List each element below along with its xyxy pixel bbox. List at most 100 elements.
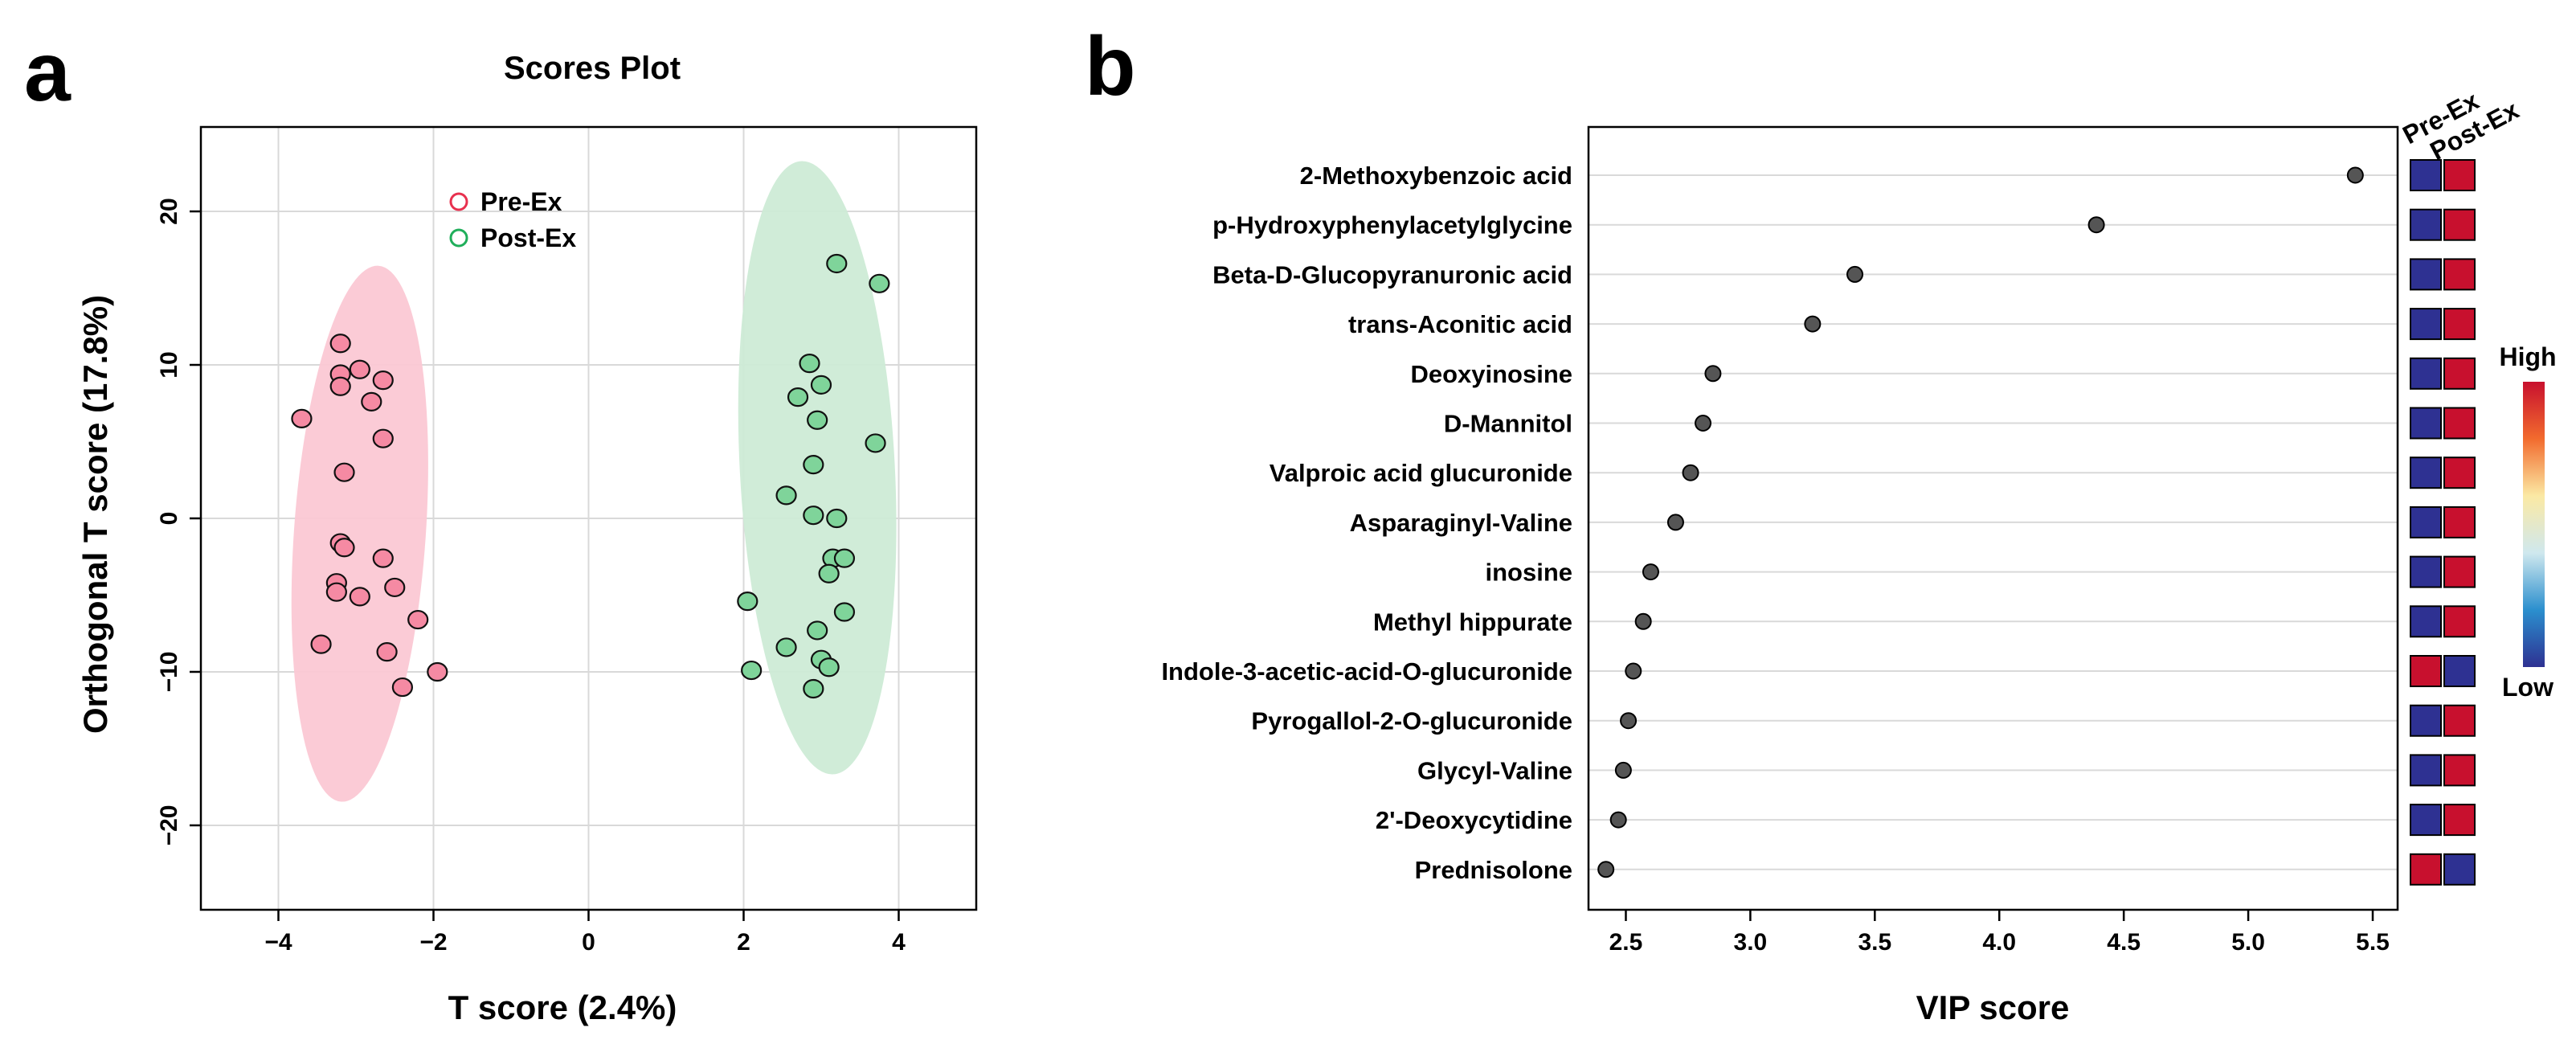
vip-point [1695,415,1712,432]
x-tick-label: −4 [264,929,292,956]
x-tick-label: 3.5 [1858,929,1891,956]
x-tick-label: 2.5 [1609,929,1643,956]
x-tick-label: 4 [892,929,906,956]
heatmap-cell-pre-ex [2410,308,2442,341]
y-tick-label: 10 [156,351,182,378]
point-post-ex [775,637,797,657]
heatmap-cell-pre-ex [2410,704,2442,737]
heatmap-cell-post-ex [2443,357,2476,390]
scores-plot-title: Scores Plot [504,51,681,86]
heatmap-cell-pre-ex [2410,159,2442,191]
x-tick-label: 2 [737,929,750,956]
x-tick-label: 4.0 [1982,929,2016,956]
confidence-ellipses [291,161,897,802]
vip-point [2087,216,2105,234]
point-pre-ex [376,642,398,662]
metabolite-label: Valproic acid glucuronide [1270,459,1572,487]
point-post-ex [803,506,824,526]
x-tick-label: 5.0 [2231,929,2265,956]
point-post-ex [803,455,824,475]
legend-label-pre-ex: Pre-Ex [480,187,562,216]
heatmap-cell-pre-ex [2410,754,2442,787]
point-pre-ex [384,577,406,598]
heatmap-cell-post-ex [2443,208,2476,241]
heatmap-cell-post-ex [2443,605,2476,638]
metabolite-label: Pyrogallol-2-O-glucuronide [1251,707,1572,735]
metabolite-label: Beta-D-Glucopyranuronic acid [1212,260,1572,289]
ellipse-pre-ex [291,265,428,802]
metabolite-label: Deoxyinosine [1410,360,1572,388]
heatmap-cell-post-ex [2443,754,2476,787]
metabolite-labels: 2-Methoxybenzoic acid p-Hydroxyphenylacet… [1161,162,1572,884]
heatmap-cell-pre-ex [2410,605,2442,638]
heatmap-cell-post-ex [2443,456,2476,489]
vip-point [1804,315,1822,333]
panel-b-letter: b [1085,20,1136,113]
metabolite-label: p-Hydroxyphenylacetylglycine [1212,211,1572,239]
colorbar-low-label: Low [2502,673,2554,702]
x-tick-label: 3.0 [1734,929,1768,956]
metabolite-label: D-Mannitol [1444,410,1572,438]
x-tick-label: −2 [419,929,447,956]
point-pre-ex [329,376,351,396]
vip-point [1625,662,1642,680]
vip-point [1597,861,1615,878]
point-post-ex [865,433,886,453]
vip-point [1609,811,1627,829]
point-post-ex [826,253,848,274]
point-pre-ex [291,408,313,428]
heatmap-cell-post-ex [2443,159,2476,191]
point-post-ex [741,660,763,681]
metabolite-label: inosine [1485,559,1572,587]
metabolite-label: trans-Aconitic acid [1348,310,1572,338]
heatmap-cell-post-ex [2443,555,2476,588]
vip-point [1642,563,1659,581]
point-post-ex [826,508,848,529]
vip-point [1634,612,1652,630]
heatmap-cell-post-ex [2443,853,2476,886]
point-pre-ex [407,609,429,630]
heatmap-cell-pre-ex [2410,208,2442,241]
heatmap-cell-pre-ex [2410,506,2442,538]
heatmap-cell-pre-ex [2410,258,2442,291]
scores-x-axis-title: T score (2.4%) [448,989,677,1026]
heatmap-cell-post-ex [2443,258,2476,291]
point-post-ex [810,375,832,395]
heatmap-cell-post-ex [2443,655,2476,687]
point-pre-ex [372,548,394,568]
metabolite-label: 2-Methoxybenzoic acid [1300,162,1572,190]
point-pre-ex [427,661,448,682]
panel-a-letter: a [24,26,72,119]
heatmap-cell-pre-ex [2410,655,2442,687]
heatmap-cell-pre-ex [2410,804,2442,837]
y-tick-label: −20 [156,805,182,846]
scores-legend: Pre-Ex Post-Ex [449,187,576,252]
point-post-ex [803,678,824,699]
point-pre-ex [391,677,413,698]
point-post-ex [787,387,809,407]
point-pre-ex [310,634,332,654]
metabolite-label: Glycyl-Valine [1417,756,1572,784]
heatmap-cell-pre-ex [2410,555,2442,588]
point-post-ex [775,485,797,506]
point-post-ex [799,354,820,374]
vip-point [1620,712,1638,730]
colorbar [2523,382,2545,667]
point-post-ex [869,273,890,293]
vip-point [1846,265,1864,283]
point-pre-ex [325,582,347,602]
y-tick-label: 0 [156,512,182,526]
legend-label-post-ex: Post-Ex [480,223,576,252]
point-post-ex [807,410,828,430]
x-tick-label: 0 [582,929,595,956]
heatmap-cell-pre-ex [2410,456,2442,489]
group-heatmap [2410,159,2476,886]
heatmap-cell-post-ex [2443,704,2476,737]
vip-point [1704,365,1722,383]
heatmap-cell-post-ex [2443,308,2476,341]
metabolite-label: Indole-3-acetic-acid-O-glucuronide [1161,657,1572,686]
vip-x-axis-title: VIP score [1916,989,2070,1026]
vip-point [1666,514,1684,531]
point-post-ex [807,620,828,641]
